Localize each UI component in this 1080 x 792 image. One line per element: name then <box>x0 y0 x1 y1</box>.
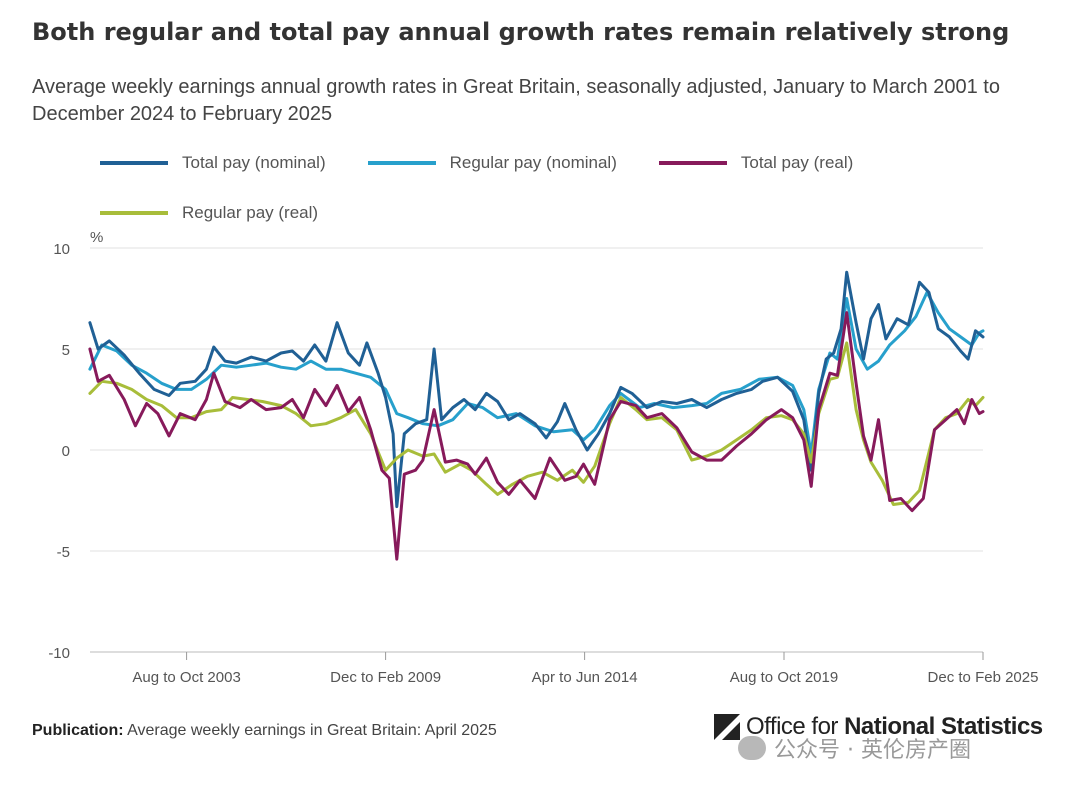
publication-text: Average weekly earnings in Great Britain… <box>127 722 497 739</box>
watermark: 公众号 · 英伦房产圈 <box>738 732 971 764</box>
line-chart: 10 5 0 -5 -10% Aug to Oct 2003 Dec to Feb 2009… <box>48 229 1039 686</box>
legend-swatch <box>100 211 168 215</box>
x-tick-label: Aug to Oct 2019 <box>730 669 838 686</box>
legend-item: Regular pay (real) <box>100 202 318 224</box>
legend-swatch <box>100 161 168 165</box>
series-line-total-pay-real <box>88 311 985 561</box>
legend-swatch <box>658 161 727 165</box>
legend-swatch <box>367 161 436 165</box>
publication-footer: Publication: Average weekly earnings in … <box>32 722 497 740</box>
ons-logo-prefix: Office for <box>746 713 845 740</box>
chart-title: Both regular and total pay annual growth… <box>32 18 1010 46</box>
y-tick-label: 10 <box>53 241 70 258</box>
y-tick-label: 0 <box>62 443 70 460</box>
y-axis-label: % <box>90 229 103 246</box>
y-tick-label: -5 <box>57 544 70 561</box>
publication-label: Publication: <box>32 722 124 739</box>
ons-logo-text: Office for National Statistics <box>746 713 1043 741</box>
x-tick-label: Apr to Jun 2014 <box>532 669 638 686</box>
watermark-text: 公众号 · 英伦房产圈 <box>774 738 971 763</box>
legend-label: Total pay (nominal) <box>182 153 326 172</box>
y-tick-label: -10 <box>48 645 70 662</box>
wechat-icon <box>738 736 766 760</box>
legend-item: Total pay (nominal) <box>100 152 326 174</box>
legend-label: Regular pay (real) <box>182 203 319 222</box>
chart-legend: Total pay (nominal) Regular pay (nominal)… <box>100 152 1000 224</box>
chart-subtitle: Average weekly earnings annual growth ra… <box>32 76 1000 125</box>
x-tick-label: Aug to Oct 2003 <box>132 669 240 686</box>
legend-item: Regular pay (nominal) <box>367 152 617 174</box>
series-line-regular-pay-nominal <box>88 290 985 456</box>
y-tick-label: 5 <box>62 342 70 359</box>
x-tick-label: Dec to Feb 2025 <box>928 669 1039 686</box>
series-line-total-pay-nominal <box>88 270 985 509</box>
ons-logo: Office for National Statistics <box>712 712 1043 742</box>
ons-logo-icon <box>714 714 740 740</box>
legend-item: Total pay (real) <box>658 152 854 174</box>
x-tick-label: Dec to Feb 2009 <box>330 669 441 686</box>
legend-label: Regular pay (nominal) <box>449 153 617 172</box>
legend-label: Total pay (real) <box>740 153 854 172</box>
ons-logo-bold: National Statistics <box>844 713 1043 740</box>
